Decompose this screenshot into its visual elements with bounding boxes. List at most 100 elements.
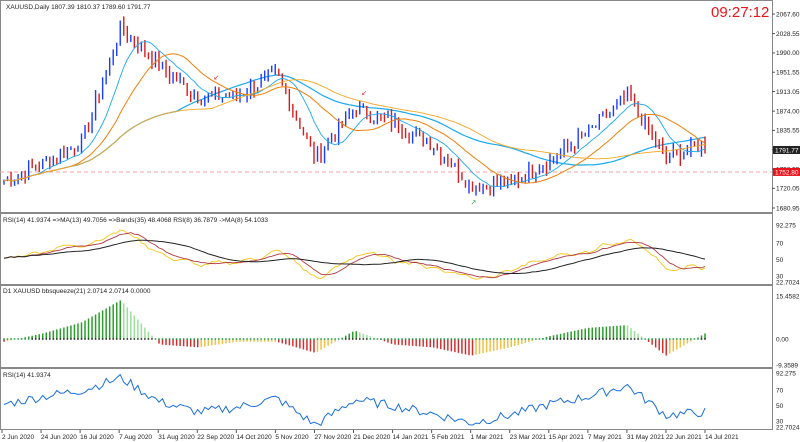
squeeze-dot [20,338,23,340]
squeeze-dot [55,338,58,340]
squeeze-dot [84,338,86,340]
squeeze-dot [158,338,160,340]
squeeze-dot [136,338,139,340]
squeeze-dot [471,338,474,340]
squeeze-dot [165,338,167,340]
rsi-tick-label: 50 [776,403,784,410]
last-price-badge-bg [773,146,800,154]
rsi-14-line [3,373,706,426]
price-tick-label: 2067.60 [776,11,800,18]
squeeze-dot [535,338,537,340]
squeeze-dot [115,338,118,340]
squeeze-dot [468,338,470,340]
squeeze-dot [210,338,213,340]
squeeze-dot [334,338,337,340]
price-tick-label: 2028.55 [776,31,800,38]
price-tick-label: 1990.00 [776,50,800,57]
squeeze-dot [239,338,241,340]
bbsqueeze-histogram [3,300,706,356]
squeeze-dot [376,338,379,340]
bbsqueeze-header: D1 XAUUSD bbsqueeze(21) 2.0714 2.0714 0.… [3,288,151,295]
squeeze-dot [144,338,146,340]
squeeze-dot [457,338,460,340]
squeeze-dot [644,338,647,340]
squeeze-dot [704,338,706,340]
squeeze-dot [313,338,315,340]
ma-20-line [3,53,706,184]
squeeze-dot [587,338,590,340]
squeeze-dot [411,338,414,340]
squeeze-dot [503,338,506,340]
rsi-bands-tick-label: 92.275 [776,222,796,229]
squeeze-dot [330,338,333,340]
squeeze-dot [408,338,411,340]
price-scale: 2067.60 2028.55 1990.00 1951.55 1913.05 1874.… [772,11,800,212]
squeeze-dot [401,338,403,340]
squeeze-dot [387,338,389,340]
clock-readout: 09:27:12 [711,4,769,21]
squeeze-dot [563,338,565,340]
squeeze-dot [598,338,601,340]
time-tick-label: 7 May 2021 [588,434,622,441]
squeeze-dot [295,338,298,340]
squeeze-dot [584,338,587,340]
squeeze-dot [700,338,703,340]
squeeze-dot [10,338,12,340]
squeeze-dot [697,338,699,340]
squeeze-dot [122,338,125,340]
signal-arrows: ↙ ↙ ↗ [213,74,476,207]
squeeze-dot [281,338,284,340]
squeeze-dot [70,338,72,340]
squeeze-dot [485,338,488,340]
squeeze-dot [207,338,210,340]
squeeze-dot [552,338,555,340]
squeeze-dot [616,338,618,340]
bands-line [3,239,706,275]
time-tick-label: 1 Mar 2021 [471,434,504,441]
time-tick-label: 24 Jun 2020 [41,434,77,441]
price-tick-label: 1874.00 [776,108,800,115]
squeeze-dot [6,338,9,340]
squeeze-dot [87,338,90,340]
squeeze-dot [580,338,583,340]
squeeze-dot [34,338,37,340]
squeeze-dot [260,338,263,340]
level-badge: 1752.80 [775,169,799,176]
rsi-ma-line [3,232,706,279]
squeeze-dot [196,338,199,340]
squeeze-dot [246,338,248,340]
squeeze-dot [549,338,551,340]
time-tick-label: 23 Mar 2021 [510,434,547,441]
rsi-bands-tick-label: 22.7024 [776,279,800,286]
squeeze-dot [668,338,671,340]
squeeze-dot [108,338,111,340]
squeeze-dot [443,338,446,340]
squeeze-dot [73,338,76,340]
squeeze-dot [140,338,143,340]
bbsqueeze-tick-label: 15.4582 [776,293,800,300]
squeeze-dot [147,338,150,340]
squeeze-dot [193,338,196,340]
squeeze-dot [432,338,435,340]
squeeze-dot [168,338,171,340]
rsi-tick-label: 22.7024 [776,424,800,431]
bbsqueeze-panel [0,285,773,368]
squeeze-dot [556,338,558,340]
time-tick-label: 15 Apr 2021 [549,434,584,441]
bbsqueeze-tick-label: 0.00 [776,336,789,343]
squeeze-dot [327,338,329,340]
squeeze-dot [298,338,301,340]
squeeze-dot [675,338,678,340]
squeeze-dot [341,338,344,340]
squeeze-dot [217,338,220,340]
time-axis: 2 Jun 2020 24 Jun 2020 16 Jul 2020 7 Aug 20… [1,430,739,441]
rsi-8-line [3,229,706,280]
squeeze-dot [288,338,291,340]
squeeze-dot [214,338,217,340]
squeeze-dot [263,338,266,340]
squeeze-dot [62,338,65,340]
squeeze-dot [499,338,502,340]
time-tick-label: 22 Sep 2020 [197,434,234,441]
